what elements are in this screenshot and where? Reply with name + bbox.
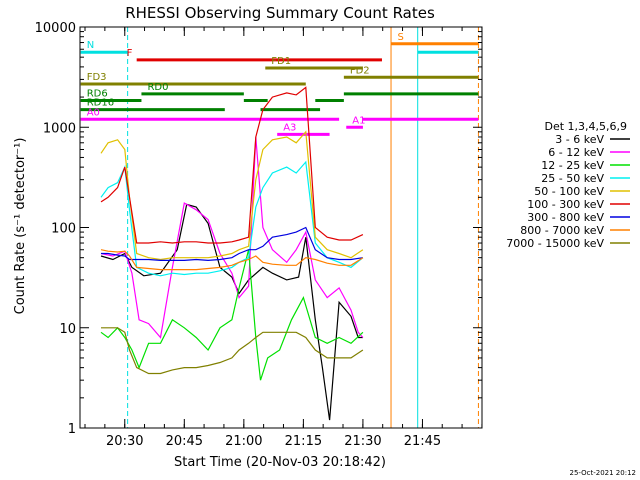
x-axis-label: Start Time (20-Nov-03 20:18:42) xyxy=(174,455,386,470)
legend-label: 6 - 12 keV xyxy=(548,146,604,159)
flag-label-f: F xyxy=(127,48,133,59)
legend-label: 300 - 800 keV xyxy=(527,211,604,224)
series-line-2 xyxy=(100,249,364,381)
legend-label: 7000 - 15000 keV xyxy=(506,237,604,250)
flag-label-fd1: FD1 xyxy=(271,56,291,67)
plot-clip-group xyxy=(80,27,479,428)
series-line-0 xyxy=(100,203,363,421)
legend-label: 25 - 50 keV xyxy=(541,172,604,185)
legend-title: Det 1,3,4,5,6,9 xyxy=(544,120,627,133)
chart-title: RHESSI Observing Summary Count Rates xyxy=(125,4,435,22)
footer-timestamp: 25-Oct-2021 20:12 xyxy=(570,469,636,477)
flag-label-fd3: FD3 xyxy=(87,72,107,83)
legend-label: 3 - 6 keV xyxy=(555,133,604,146)
legend-label: 100 - 300 keV xyxy=(527,198,604,211)
series-line-7 xyxy=(100,249,364,271)
legend-label: 800 - 7000 keV xyxy=(520,224,604,237)
series-line-8 xyxy=(101,327,364,375)
flag-label-a3: A3 xyxy=(283,122,296,133)
y-tick-label: 10000 xyxy=(35,21,76,36)
y-tick-label: 1 xyxy=(68,422,76,437)
axes: 1 10 100 1000 10000 20:30 20:45 21:00 21:15 21:30… xyxy=(35,21,483,449)
legend-label: 50 - 100 keV xyxy=(534,185,604,198)
flag-label-fd2: FD2 xyxy=(350,65,370,76)
flag-label-rd0: RD0 xyxy=(147,82,168,93)
y-tick-label: 100 xyxy=(51,222,76,237)
y-tick-label: 1000 xyxy=(43,121,76,136)
x-tick-label: 21:00 xyxy=(225,434,262,449)
flag-label-a1: A1 xyxy=(352,115,365,126)
x-tick-label: 21:30 xyxy=(344,434,381,449)
flag-label-n: N xyxy=(87,40,94,51)
legend-label: 12 - 25 keV xyxy=(541,159,604,172)
series-line-3 xyxy=(100,160,364,277)
flag-label-s: S xyxy=(398,32,404,43)
series-line-5 xyxy=(100,86,364,244)
y-axis-label: Count Rate (s⁻¹ detector⁻¹) xyxy=(13,138,28,315)
x-tick-label: 21:45 xyxy=(404,434,441,449)
x-tick-label: 20:30 xyxy=(106,434,143,449)
series-line-1 xyxy=(100,136,364,339)
flag-label-a0: A0 xyxy=(87,107,100,118)
x-tick-label: 20:45 xyxy=(166,434,203,449)
x-tick-label: 21:15 xyxy=(285,434,322,449)
flag-label-rd16: RD16 xyxy=(87,98,114,109)
y-tick-label: 10 xyxy=(59,322,76,337)
flag-label-rd6: RD6 xyxy=(87,88,108,99)
